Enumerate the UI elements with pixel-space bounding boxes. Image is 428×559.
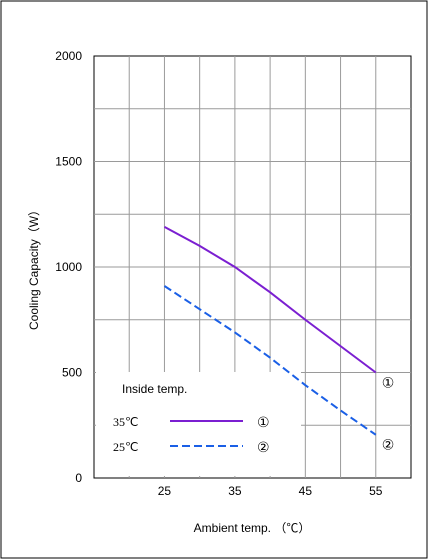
series-line-2 <box>163 285 377 436</box>
legend-title: Inside temp. <box>122 382 187 396</box>
x-tick-label: 35 <box>228 484 242 498</box>
x-axis-label: Ambient temp. （℃） <box>194 521 311 535</box>
legend-background <box>96 372 301 476</box>
x-tick-label: 45 <box>299 484 313 498</box>
legend-marker-25c: ② <box>257 440 270 456</box>
y-axis-ticks: 0 500 1000 1500 2000 <box>55 49 82 485</box>
series-end-markers: ①② <box>382 376 395 454</box>
legend-label-35c: 35℃ <box>113 415 138 429</box>
y-axis-label: Cooling Capacity（W） <box>27 204 41 330</box>
y-tick-label: 0 <box>75 471 82 485</box>
y-tick-label: 1000 <box>55 260 82 274</box>
series-layer <box>163 226 377 436</box>
legend-label-25c: 25℃ <box>113 440 138 454</box>
legend-box <box>96 372 301 476</box>
x-axis-ticks: 25 35 45 55 <box>158 484 383 498</box>
y-tick-label: 500 <box>62 366 82 380</box>
series-end-marker-2: ② <box>382 438 395 454</box>
x-tick-label: 55 <box>369 484 383 498</box>
legend-marker-35c: ① <box>257 415 270 431</box>
y-tick-label: 1500 <box>55 155 82 169</box>
series-line-1 <box>163 226 377 374</box>
x-tick-label: 25 <box>158 484 172 498</box>
y-tick-label: 2000 <box>55 49 82 63</box>
series-end-marker-1: ① <box>382 376 395 392</box>
